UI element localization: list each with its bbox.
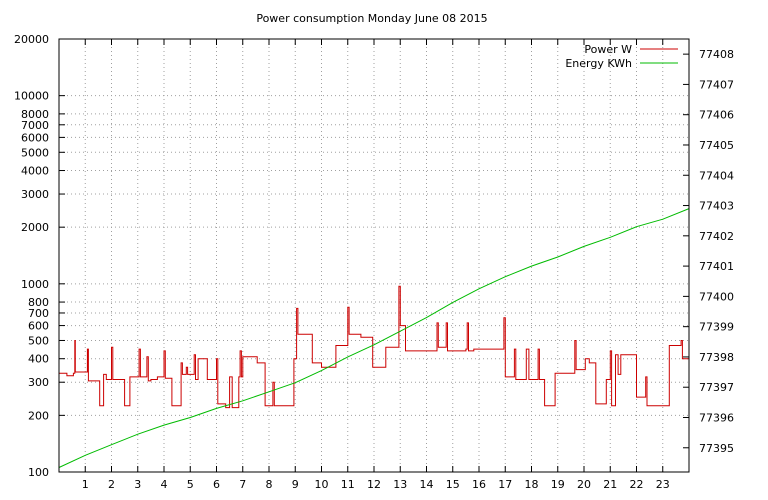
x-tick-label: 22 (630, 478, 644, 491)
x-tick-label: 9 (292, 478, 299, 491)
y2-tick-label: 77408 (699, 48, 734, 61)
y2-tick-label: 77406 (699, 109, 734, 122)
series-layer (58, 208, 690, 468)
y2-tick-label: 77397 (699, 381, 734, 394)
x-tick-label: 3 (134, 478, 141, 491)
y-tick-label: 8000 (21, 108, 49, 121)
y-tick-label: 10000 (14, 90, 49, 103)
y2-tick-label: 77403 (699, 200, 734, 213)
y-tick-label: 700 (28, 307, 49, 320)
x-tick-label: 7 (239, 478, 246, 491)
x-tick-label: 13 (393, 478, 407, 491)
x-tick-label: 4 (161, 478, 168, 491)
x-tick-label: 15 (446, 478, 460, 491)
x-tick-label: 5 (187, 478, 194, 491)
y2-tick-label: 77405 (699, 139, 734, 152)
chart-title: Power consumption Monday June 08 2015 (256, 12, 487, 25)
x-tick-label: 21 (603, 478, 617, 491)
y-tick-label: 800 (28, 296, 49, 309)
y-tick-label: 1000 (21, 278, 49, 291)
y-tick-label: 4000 (21, 165, 49, 178)
y2-tick-label: 77407 (699, 78, 734, 91)
y-tick-label: 100 (28, 466, 49, 479)
x-tick-label: 8 (266, 478, 273, 491)
y-tick-label: 7000 (21, 119, 49, 132)
x-tick-label: 23 (656, 478, 670, 491)
y-tick-label: 5000 (21, 146, 49, 159)
x-tick-label: 1 (82, 478, 89, 491)
y-tick-label: 300 (28, 376, 49, 389)
y2-tick-label: 77404 (699, 169, 734, 182)
y-tick-label: 500 (28, 334, 49, 347)
y-tick-label: 6000 (21, 131, 49, 144)
y2-tick-label: 77395 (699, 442, 734, 455)
x-tick-label: 20 (577, 478, 591, 491)
y-tick-label: 200 (28, 409, 49, 422)
y2-tick-label: 77401 (699, 260, 734, 273)
legend-label-power-w: Power W (584, 43, 632, 56)
x-tick-label: 17 (498, 478, 512, 491)
y2-tick-label: 77396 (699, 411, 734, 424)
energy-kwhseries-line (58, 208, 690, 468)
legend-label-energy-kwh: Energy KWh (565, 57, 632, 70)
x-tick-label: 10 (315, 478, 329, 491)
y-tick-label: 2000 (21, 221, 49, 234)
x-tick-label: 19 (551, 478, 565, 491)
y-tick-label: 20000 (14, 33, 49, 46)
x-tick-label: 2 (108, 478, 115, 491)
power-wseries-line (59, 285, 690, 409)
x-tick-label: 11 (341, 478, 355, 491)
y2-tick-label: 77402 (699, 230, 734, 243)
y2-tick-label: 77398 (699, 351, 734, 364)
y2-tick-label: 77399 (699, 321, 734, 334)
y-tick-label: 3000 (21, 188, 49, 201)
y-tick-label: 600 (28, 320, 49, 333)
axis-ticks: 1 2 3 4 5 6 7 8 9 10 11 12 13 14 15 16 17 18 19 20 21 22 23100… (14, 33, 734, 491)
x-tick-label: 18 (525, 478, 539, 491)
y-tick-label: 400 (28, 353, 49, 366)
grid-lines (59, 39, 689, 472)
y2-tick-label: 77400 (699, 290, 734, 303)
x-tick-label: 12 (367, 478, 381, 491)
x-tick-label: 16 (472, 478, 486, 491)
x-tick-label: 6 (213, 478, 220, 491)
x-tick-label: 14 (420, 478, 434, 491)
